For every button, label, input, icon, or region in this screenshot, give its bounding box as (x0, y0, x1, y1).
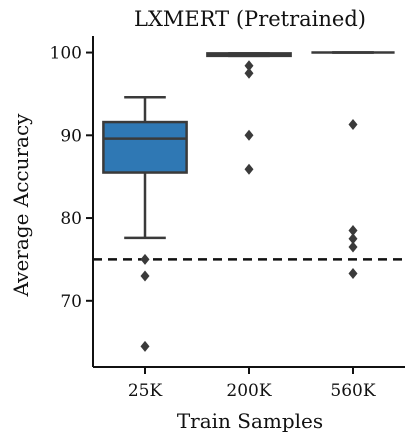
y-axis-label: Average Accuracy (9, 113, 33, 298)
x-axis-ticks: 25K 200K 560K (128, 367, 376, 401)
x-axis-label: Train Samples (177, 409, 323, 433)
x-tick-label: 560K (330, 381, 375, 401)
outlier-point (348, 119, 358, 131)
outlier-point (244, 60, 254, 72)
plot-area (93, 51, 405, 352)
y-tick-label: 90 (60, 126, 82, 146)
x-tick-label: 25K (128, 381, 163, 401)
y-tick-label: 70 (60, 292, 82, 312)
outlier-point (348, 224, 358, 236)
outlier-point (348, 241, 358, 253)
outlier-point (140, 340, 150, 352)
outlier-point (348, 233, 358, 245)
box-25K (102, 95, 188, 352)
y-tick-label: 80 (60, 209, 82, 229)
outlier-point (140, 253, 150, 265)
outlier-point (348, 267, 358, 279)
outlier-point (140, 270, 150, 282)
box-200K (206, 52, 292, 175)
outlier-point (244, 163, 254, 175)
y-axis-ticks: 70 80 90 100 (50, 44, 93, 312)
chart-title: LXMERT (Pretrained) (134, 7, 366, 31)
outlier-point (244, 129, 254, 141)
box-iqr (102, 120, 188, 174)
x-tick-label: 200K (226, 381, 271, 401)
y-tick-label: 100 (50, 44, 82, 64)
box-560K (311, 51, 395, 279)
outlier-point (244, 67, 254, 79)
